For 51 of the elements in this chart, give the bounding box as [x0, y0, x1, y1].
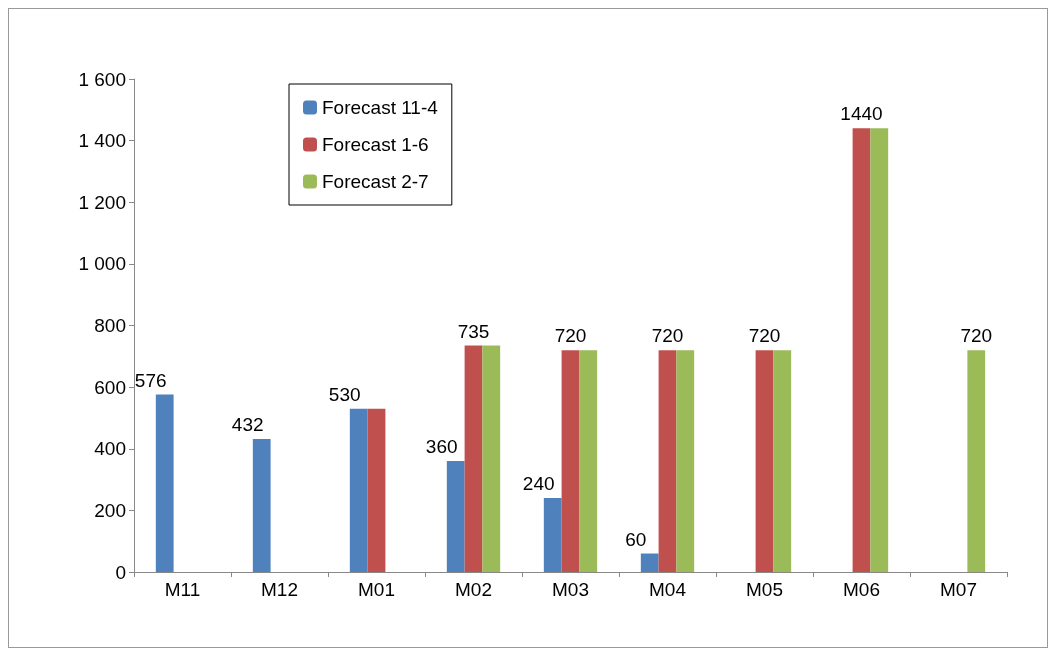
y-tick-label: 1 200 [78, 191, 126, 213]
bar [852, 128, 871, 572]
legend-label: Forecast 11-4 [322, 97, 439, 118]
x-tick-label: M11 [164, 579, 201, 600]
data-label: 360 [425, 436, 458, 458]
bar [967, 350, 986, 572]
y-tick-label: 1 000 [78, 253, 126, 275]
data-label: 720 [960, 325, 993, 347]
bar [561, 350, 580, 572]
legend-label: Forecast 2-7 [322, 171, 429, 192]
legend-label: Forecast 1-6 [322, 134, 429, 155]
data-label: 530 [328, 383, 361, 405]
x-tick-label: M03 [552, 579, 589, 600]
y-tick-label: 400 [94, 438, 126, 460]
x-tick-label: M02 [455, 579, 492, 600]
x-tick-label: M05 [746, 579, 783, 600]
bar [543, 498, 562, 572]
bar [676, 350, 695, 572]
data-label: 60 [625, 528, 647, 550]
bar [773, 350, 792, 572]
bar [658, 350, 677, 572]
bar [482, 345, 501, 572]
y-tick-label: 800 [94, 315, 126, 336]
y-tick-label: 0 [115, 561, 126, 583]
x-tick-label: M07 [940, 579, 977, 600]
data-label: 432 [231, 413, 264, 435]
data-label: 735 [457, 320, 490, 342]
x-tick-label: M04 [649, 579, 687, 600]
data-label: 1440 [840, 103, 883, 125]
x-tick-label: M12 [261, 579, 298, 600]
bar [579, 350, 598, 572]
y-tick-label: 1 400 [78, 130, 126, 152]
data-label: 720 [651, 325, 684, 347]
bar [446, 461, 465, 572]
bar [870, 128, 889, 572]
data-label: 576 [134, 369, 167, 391]
bar [252, 438, 271, 572]
bar [464, 345, 483, 572]
bar [155, 394, 174, 572]
y-tick-label: 600 [94, 376, 126, 398]
bar [349, 408, 368, 572]
x-tick-label: M01 [358, 579, 395, 600]
bar [755, 350, 774, 572]
bar [640, 553, 659, 572]
y-tick-label: 200 [94, 499, 126, 521]
bar [367, 408, 386, 572]
data-label: 720 [554, 325, 587, 347]
x-tick-label: M06 [843, 579, 880, 600]
y-tick-label: 1 600 [78, 68, 126, 90]
data-label: 240 [522, 473, 555, 495]
data-label: 720 [748, 325, 781, 347]
